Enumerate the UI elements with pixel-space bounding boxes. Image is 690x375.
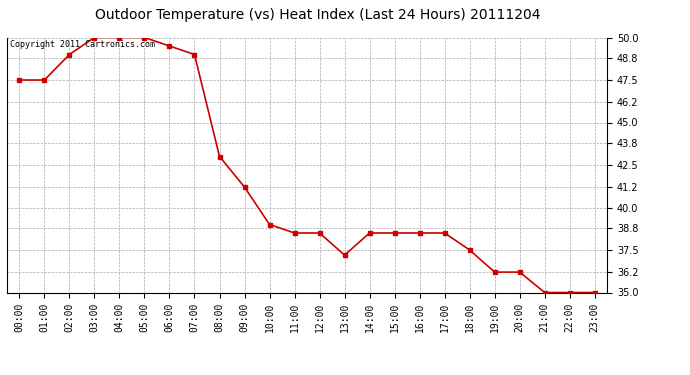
Text: Copyright 2011 Cartronics.com: Copyright 2011 Cartronics.com — [10, 40, 155, 49]
Text: Outdoor Temperature (vs) Heat Index (Last 24 Hours) 20111204: Outdoor Temperature (vs) Heat Index (Las… — [95, 8, 540, 21]
